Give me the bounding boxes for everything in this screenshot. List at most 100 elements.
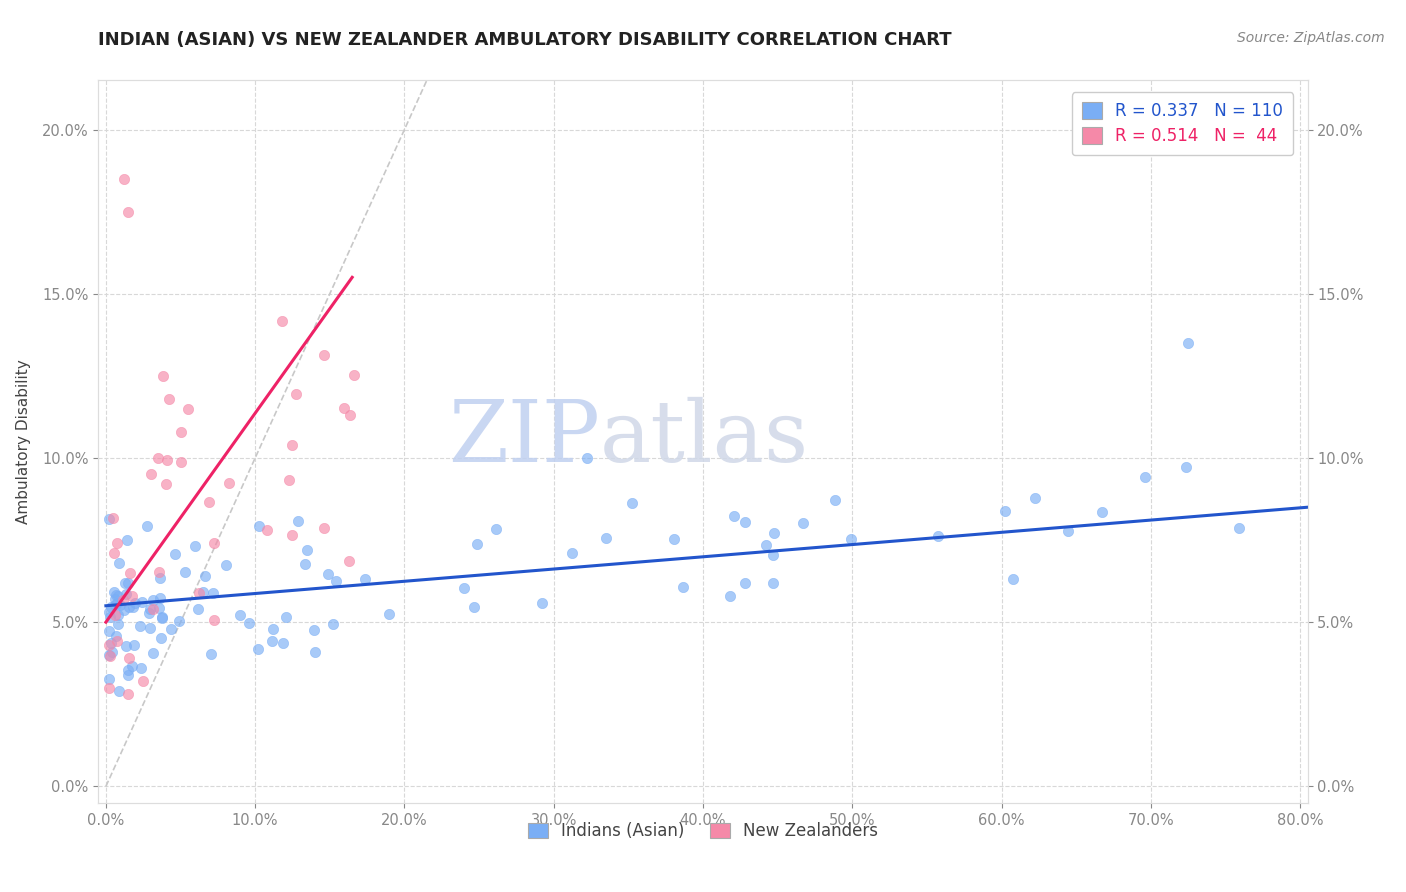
Point — [97, 648, 120, 662]
Point — [281, 438, 304, 452]
Point — [322, 617, 344, 632]
Point — [142, 646, 165, 660]
Point — [595, 531, 617, 545]
Point — [561, 546, 583, 560]
Point — [824, 493, 846, 508]
Y-axis label: Ambulatory Disability: Ambulatory Disability — [15, 359, 31, 524]
Point — [755, 538, 778, 552]
Point — [142, 592, 165, 607]
Point — [114, 576, 136, 591]
Point — [114, 587, 136, 601]
Point — [343, 368, 366, 382]
Point — [229, 607, 252, 622]
Point — [122, 599, 145, 614]
Point — [339, 408, 361, 422]
Point — [247, 641, 270, 656]
Point — [723, 509, 745, 524]
Point — [295, 542, 318, 557]
Point — [105, 596, 128, 610]
Point — [718, 590, 741, 604]
Point — [1135, 469, 1157, 483]
Point — [104, 599, 127, 613]
Point — [294, 557, 316, 571]
Point — [575, 450, 598, 465]
Point — [672, 580, 695, 594]
Point — [132, 674, 155, 689]
Point — [1001, 572, 1024, 586]
Text: atlas: atlas — [600, 396, 810, 480]
Point — [112, 603, 135, 617]
Point — [312, 348, 335, 362]
Point — [148, 601, 170, 615]
Point — [927, 529, 949, 543]
Point — [262, 633, 284, 648]
Text: ZIP: ZIP — [449, 396, 600, 480]
Point — [148, 565, 170, 579]
Point — [1056, 524, 1078, 538]
Point — [184, 539, 207, 553]
Point — [101, 511, 124, 525]
Point — [463, 599, 485, 614]
Point — [193, 569, 215, 583]
Point — [152, 609, 174, 624]
Point — [104, 608, 127, 623]
Point — [139, 621, 162, 635]
Point — [117, 668, 139, 682]
Point — [531, 596, 554, 610]
Point — [112, 171, 135, 186]
Point — [98, 610, 121, 624]
Point — [138, 602, 160, 616]
Point — [316, 566, 339, 581]
Point — [271, 314, 294, 328]
Point — [1024, 491, 1046, 505]
Point — [215, 558, 238, 573]
Point — [177, 401, 200, 416]
Point — [1177, 336, 1199, 351]
Point — [485, 522, 508, 536]
Point — [107, 590, 129, 604]
Point — [277, 474, 299, 488]
Point — [105, 629, 128, 643]
Point — [662, 532, 685, 546]
Text: Source: ZipAtlas.com: Source: ZipAtlas.com — [1237, 31, 1385, 45]
Point — [100, 635, 122, 649]
Point — [98, 648, 121, 663]
Point — [117, 663, 139, 677]
Point — [107, 617, 129, 632]
Point — [839, 533, 862, 547]
Point — [97, 673, 120, 687]
Point — [98, 605, 121, 619]
Point — [337, 554, 360, 568]
Point — [139, 467, 162, 482]
Point — [163, 547, 186, 561]
Point — [734, 515, 756, 529]
Point — [101, 644, 124, 658]
Point — [118, 599, 141, 614]
Point — [284, 387, 307, 401]
Point — [304, 644, 326, 658]
Point — [121, 658, 143, 673]
Legend: Indians (Asian), New Zealanders: Indians (Asian), New Zealanders — [520, 814, 886, 848]
Point — [115, 639, 138, 653]
Point — [152, 368, 174, 383]
Point — [188, 586, 211, 600]
Point — [156, 453, 179, 467]
Point — [187, 602, 209, 616]
Point — [118, 566, 141, 581]
Point — [142, 602, 165, 616]
Point — [762, 526, 785, 541]
Point — [155, 477, 177, 491]
Point — [204, 535, 226, 549]
Point — [467, 537, 489, 551]
Point — [191, 585, 214, 599]
Point — [1175, 459, 1198, 474]
Point — [256, 523, 278, 537]
Point — [353, 573, 375, 587]
Point — [453, 581, 475, 595]
Point — [121, 589, 143, 603]
Point — [159, 622, 181, 636]
Point — [169, 615, 191, 629]
Point — [100, 599, 122, 614]
Point — [173, 565, 195, 579]
Point — [150, 611, 173, 625]
